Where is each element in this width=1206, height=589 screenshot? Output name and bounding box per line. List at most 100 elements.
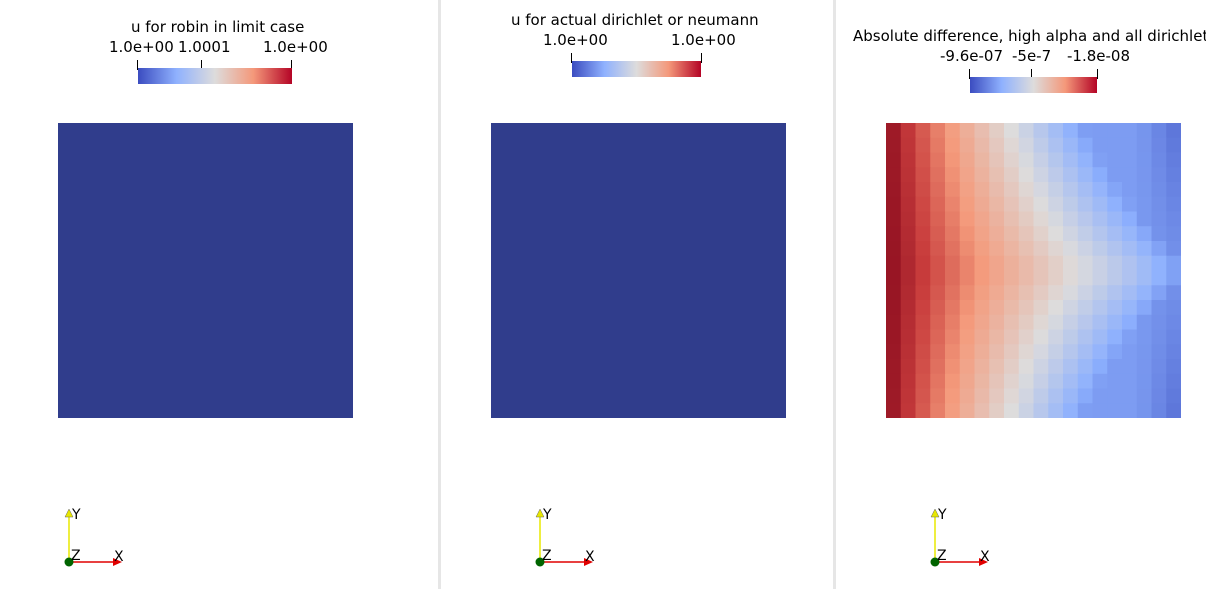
mesh-cell [1107,359,1123,375]
mesh-cell [1063,373,1079,390]
mesh-cell [1033,270,1049,286]
mesh-cell [989,196,1005,213]
colorbar-title: Absolute difference, high alpha and all … [853,27,1206,45]
mesh-cell [1151,300,1167,316]
colorbar-min-label: 1.0e+00 [109,38,174,56]
mesh-cell [1151,373,1167,390]
mesh-cell [1107,314,1123,331]
axis-x-label: X [114,549,124,565]
mesh-cell [989,285,1005,301]
mesh-cell [1166,137,1181,154]
mesh-cell [1151,388,1167,404]
mesh-cell [886,329,902,345]
mesh-cell [1151,285,1167,301]
mesh-cell [1048,359,1064,375]
mesh-cell [1107,373,1123,390]
mesh-cell [959,226,976,242]
mesh-cell [886,137,902,154]
mesh-cell [989,167,1005,183]
render-view-2[interactable]: u for actual dirichlet or neumann 1.0e+0… [441,0,833,589]
mesh-cell [1048,344,1064,360]
mesh-cell [1063,270,1079,286]
mesh-cell [1033,182,1049,198]
mesh-surface[interactable] [491,123,786,418]
colorbar-mid-label: 1.0001 [178,38,231,56]
mesh-cell [989,270,1005,286]
mesh-cell [945,226,961,242]
mesh-cell [886,241,902,257]
mesh-cell [1077,403,1094,418]
mesh-cell [1122,285,1138,301]
mesh-cell [989,300,1005,316]
mesh-cell [945,285,961,301]
mesh-cell [1063,329,1079,345]
mesh-cell [1077,137,1094,154]
mesh-cell [1136,152,1153,168]
mesh-cell [930,403,946,418]
mesh-cell [1151,196,1167,213]
mesh-cell [1166,123,1181,139]
render-view-3[interactable]: Absolute difference, high alpha and all … [836,0,1206,589]
mesh-cell [1063,123,1079,139]
mesh-cell [989,226,1005,242]
mesh-cell [1077,255,1094,272]
mesh-cell [886,388,902,404]
mesh-cell [1077,241,1094,257]
mesh-cell [1166,373,1181,390]
mesh-cell [915,344,931,360]
mesh-cell [900,388,917,404]
mesh-cell [900,300,917,316]
mesh-cell [1018,403,1035,418]
mesh-cell [1033,167,1049,183]
mesh-cell [1166,226,1181,242]
mesh-cell [1077,196,1094,213]
mesh-cell [1004,314,1020,331]
mesh-cell [1122,359,1138,375]
render-view-1[interactable]: u for robin in limit case 1.0e+00 1.0001… [0,0,438,589]
mesh-surface[interactable] [886,123,1181,418]
mesh-cell [1004,270,1020,286]
mesh-cell [1048,241,1064,257]
mesh-cell [974,196,990,213]
mesh-cell [1063,137,1079,154]
mesh-cell [1063,196,1079,213]
mesh-cell [1122,182,1138,198]
mesh-cell [1063,255,1079,272]
axis-z-label: Z [542,548,552,564]
mesh-cell [1077,211,1094,227]
mesh-cell [1048,388,1064,404]
mesh-cell [1092,270,1108,286]
mesh-cell [1136,373,1153,390]
mesh-cell [900,167,917,183]
mesh-cell [1033,314,1049,331]
mesh-cell [1033,123,1049,139]
mesh-cell [959,329,976,345]
mesh-cell [974,373,990,390]
mesh-cell [1092,137,1108,154]
mesh-cell [900,403,917,418]
mesh-cell [959,344,976,360]
mesh-cell [886,255,902,272]
view-separator[interactable] [438,0,441,589]
mesh-cell [1063,285,1079,301]
mesh-cell [959,137,976,154]
mesh-cell [1166,196,1181,213]
mesh-cell [886,211,902,227]
mesh-cell [1092,123,1108,139]
mesh-cell [1018,196,1035,213]
orientation-axes: Y Z X [64,507,124,567]
mesh-cell [1048,255,1064,272]
mesh-cell [930,255,946,272]
view-separator[interactable] [833,0,836,589]
mesh-cell [1048,314,1064,331]
mesh-cell [1033,403,1049,418]
mesh-cell [1004,359,1020,375]
mesh-cell [1077,152,1094,168]
mesh-cell [1136,359,1153,375]
colorbar [572,61,701,77]
mesh-cell [886,152,902,168]
mesh-cell [1004,344,1020,360]
mesh-cell [930,373,946,390]
mesh-surface[interactable] [58,123,353,418]
mesh-cell [1166,388,1181,404]
